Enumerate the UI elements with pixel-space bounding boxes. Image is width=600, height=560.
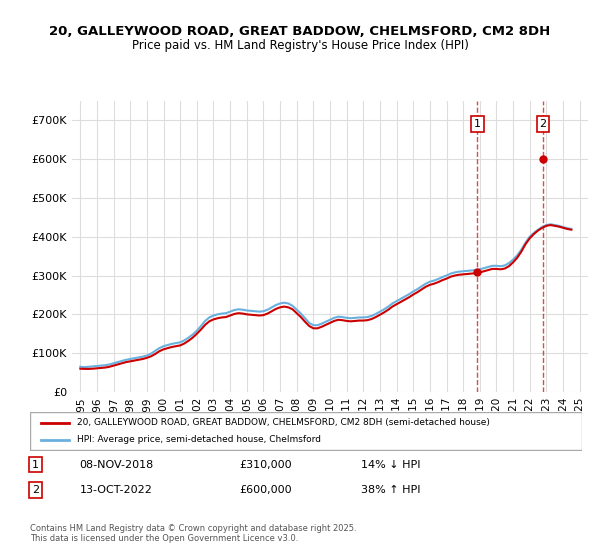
- Text: Price paid vs. HM Land Registry's House Price Index (HPI): Price paid vs. HM Land Registry's House …: [131, 39, 469, 52]
- Text: 13-OCT-2022: 13-OCT-2022: [80, 485, 152, 495]
- Text: 14% ↓ HPI: 14% ↓ HPI: [361, 460, 421, 470]
- Text: 2: 2: [539, 119, 547, 129]
- Text: £600,000: £600,000: [240, 485, 292, 495]
- Text: £310,000: £310,000: [240, 460, 292, 470]
- Text: 20, GALLEYWOOD ROAD, GREAT BADDOW, CHELMSFORD, CM2 8DH: 20, GALLEYWOOD ROAD, GREAT BADDOW, CHELM…: [49, 25, 551, 38]
- FancyBboxPatch shape: [30, 412, 582, 450]
- Text: 08-NOV-2018: 08-NOV-2018: [80, 460, 154, 470]
- Text: 20, GALLEYWOOD ROAD, GREAT BADDOW, CHELMSFORD, CM2 8DH (semi-detached house): 20, GALLEYWOOD ROAD, GREAT BADDOW, CHELM…: [77, 418, 490, 427]
- Text: Contains HM Land Registry data © Crown copyright and database right 2025.
This d: Contains HM Land Registry data © Crown c…: [30, 524, 356, 543]
- Text: HPI: Average price, semi-detached house, Chelmsford: HPI: Average price, semi-detached house,…: [77, 435, 321, 444]
- Text: 38% ↑ HPI: 38% ↑ HPI: [361, 485, 421, 495]
- Text: 2: 2: [32, 485, 39, 495]
- Text: 1: 1: [474, 119, 481, 129]
- Text: 1: 1: [32, 460, 39, 470]
